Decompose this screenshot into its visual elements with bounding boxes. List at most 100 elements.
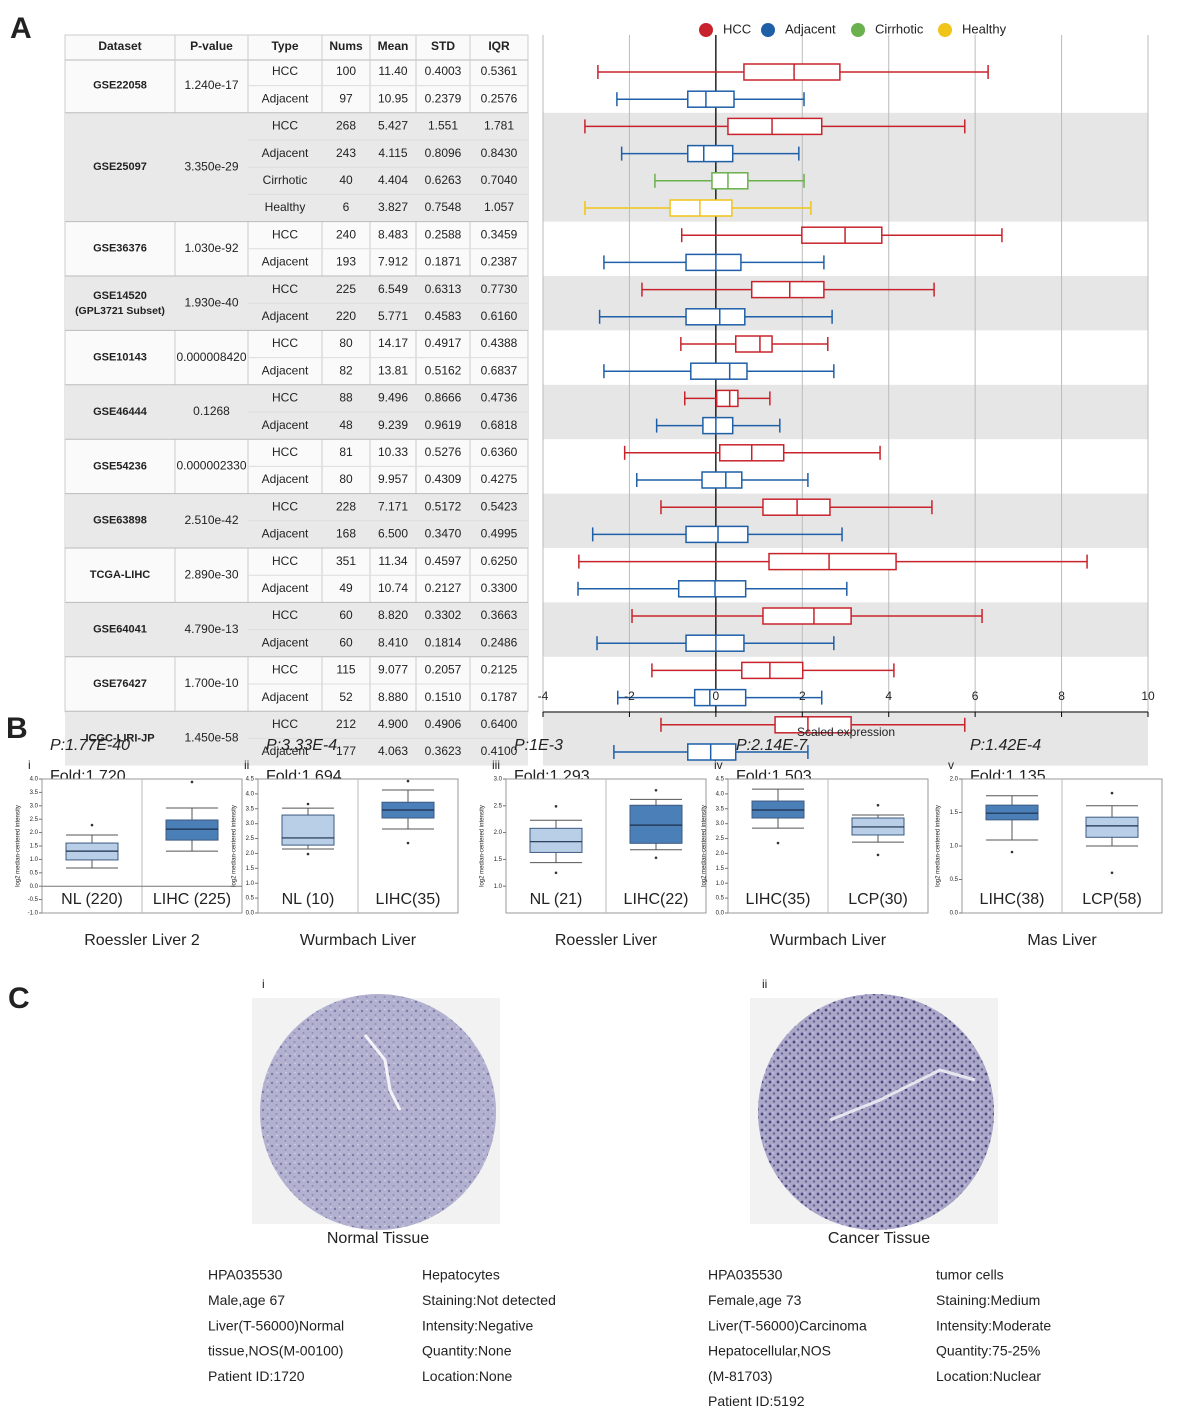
table-cell: 10.33 bbox=[378, 445, 408, 459]
legend-label: Healthy bbox=[962, 21, 1007, 36]
box bbox=[702, 416, 734, 435]
box bbox=[690, 362, 748, 380]
table-cell: 9.957 bbox=[378, 472, 408, 486]
table-cell: 97 bbox=[339, 91, 353, 105]
group-label: LCP(30) bbox=[848, 891, 908, 908]
table-cell: Adjacent bbox=[262, 635, 309, 649]
box bbox=[281, 814, 335, 846]
y-tick-label: 2.0 bbox=[246, 851, 255, 857]
row-band bbox=[543, 112, 1148, 222]
dataset-name: GSE36376 bbox=[93, 243, 147, 255]
y-tick-label: 2.0 bbox=[716, 851, 725, 857]
y-tick-label: -1.0 bbox=[28, 911, 39, 917]
table-cell: 100 bbox=[336, 64, 356, 78]
y-tick-label: 1.5 bbox=[950, 810, 959, 816]
group-label: NL (10) bbox=[282, 891, 335, 908]
image-numeral: ii bbox=[762, 977, 767, 991]
box bbox=[685, 308, 746, 326]
box bbox=[711, 172, 749, 190]
table-cell: 228 bbox=[336, 499, 356, 513]
dataset-name: GSE46444 bbox=[93, 406, 148, 418]
image-numeral: i bbox=[262, 977, 265, 991]
x-tick-label: 0 bbox=[713, 689, 720, 703]
table-cell: 8.483 bbox=[378, 227, 408, 241]
table-cell: 177 bbox=[336, 744, 356, 758]
column-header: P-value bbox=[190, 39, 233, 53]
dataset-name: TCGA-LIHC bbox=[90, 569, 151, 581]
column-header: Mean bbox=[378, 39, 409, 53]
info-line: Male,age 67 bbox=[208, 1292, 285, 1308]
table-cell: 0.5361 bbox=[481, 64, 518, 78]
info-line: Quantity:75-25% bbox=[936, 1343, 1040, 1359]
tissue-image bbox=[758, 994, 994, 1230]
table-cell: 0.4003 bbox=[425, 64, 462, 78]
table-cell: 48 bbox=[339, 418, 353, 432]
table-cell: 0.4917 bbox=[425, 336, 462, 350]
table-cell: 225 bbox=[336, 282, 356, 296]
legend-swatch bbox=[938, 23, 952, 37]
table-cell: 0.2486 bbox=[481, 635, 518, 649]
x-axis-label: Scaled expression bbox=[797, 725, 895, 739]
info-line: Intensity:Negative bbox=[422, 1317, 533, 1333]
plot-title: Roessler Liver 2 bbox=[84, 932, 200, 949]
y-tick-label: 1.0 bbox=[950, 844, 959, 850]
plot-numeral: v bbox=[948, 758, 954, 772]
y-tick-label: 1.0 bbox=[494, 884, 503, 890]
column-header: STD bbox=[431, 39, 455, 53]
table-cell: 4.063 bbox=[378, 744, 408, 758]
info-line: HPA035530 bbox=[708, 1267, 783, 1283]
table-cell: HCC bbox=[272, 717, 298, 731]
table-cell: 80 bbox=[339, 472, 353, 486]
table-cell: 351 bbox=[336, 554, 356, 568]
dataset-name: GSE14520 bbox=[93, 290, 147, 302]
info-line: Patient ID:1720 bbox=[208, 1368, 305, 1384]
p-value: 2.510e-42 bbox=[184, 513, 238, 527]
box bbox=[629, 804, 683, 844]
image-caption: Normal Tissue bbox=[327, 1230, 429, 1247]
outlier bbox=[654, 856, 658, 860]
table-cell: 0.3623 bbox=[425, 744, 462, 758]
y-tick-label: 3.0 bbox=[30, 803, 39, 809]
table-cell: 0.5162 bbox=[425, 363, 462, 377]
info-line: Staining:Medium bbox=[936, 1292, 1040, 1308]
table-cell: 11.34 bbox=[378, 554, 407, 568]
table-cell: HCC bbox=[272, 119, 298, 133]
group-label: LIHC(38) bbox=[980, 891, 1045, 908]
table-cell: 0.8666 bbox=[425, 391, 462, 405]
table-cell: 8.880 bbox=[378, 690, 408, 704]
info-line: Patient ID:5192 bbox=[708, 1393, 805, 1409]
info-line: Female,age 73 bbox=[708, 1292, 802, 1308]
info-line: Quantity:None bbox=[422, 1343, 512, 1359]
column-header: Dataset bbox=[98, 39, 141, 53]
y-tick-label: 3.0 bbox=[494, 777, 503, 783]
table-cell: Adjacent bbox=[262, 255, 309, 269]
table-cell: 212 bbox=[336, 717, 356, 731]
dataset-name: GSE76427 bbox=[93, 678, 147, 690]
table-cell: 0.6360 bbox=[481, 445, 518, 459]
table-cell: 5.427 bbox=[378, 119, 408, 133]
box bbox=[693, 688, 747, 707]
table-cell: Adjacent bbox=[262, 91, 309, 105]
p-value: 1.030e-92 bbox=[184, 241, 238, 255]
table-cell: 0.6837 bbox=[481, 363, 518, 377]
table-cell: HCC bbox=[272, 227, 298, 241]
box bbox=[529, 827, 583, 853]
table-cell: 0.1510 bbox=[425, 690, 462, 704]
table-cell: 0.4309 bbox=[425, 472, 462, 486]
table-cell: 0.2127 bbox=[425, 581, 462, 595]
outlier bbox=[554, 871, 558, 875]
table-cell: 7.912 bbox=[378, 255, 408, 269]
info-line: Intensity:Moderate bbox=[936, 1317, 1051, 1333]
row-band bbox=[543, 493, 1148, 548]
table-cell: 0.6313 bbox=[425, 282, 462, 296]
table-cell: 0.6263 bbox=[425, 173, 462, 187]
table-cell: 8.820 bbox=[378, 608, 408, 622]
box bbox=[701, 471, 743, 489]
y-tick-label: 1.5 bbox=[494, 857, 503, 863]
table-cell: 7.171 bbox=[378, 499, 408, 513]
outlier bbox=[90, 823, 94, 827]
y-tick-label: 0.0 bbox=[30, 884, 39, 890]
outlier bbox=[190, 780, 194, 784]
table-cell: 9.077 bbox=[378, 663, 408, 677]
y-tick-label: 2.0 bbox=[494, 830, 503, 836]
